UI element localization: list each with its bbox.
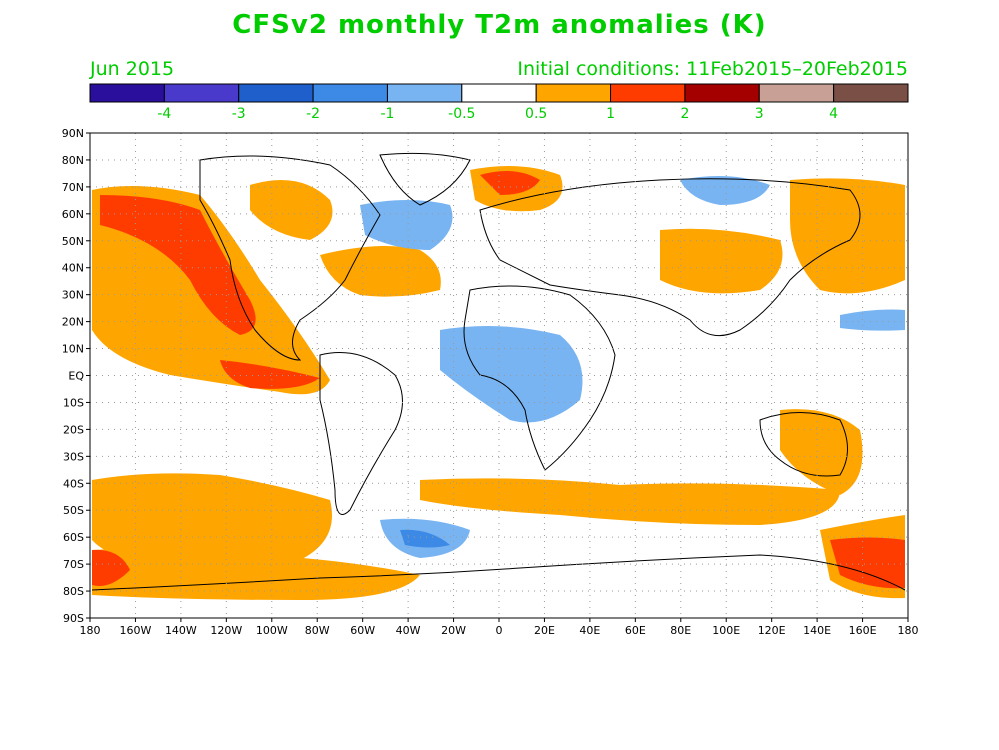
anomaly-fields bbox=[92, 166, 905, 600]
greenland-outline bbox=[379, 152, 471, 206]
colorbar-labels: -4 -3 -2 -1 -0.5 0.5 1 2 3 4 bbox=[157, 106, 838, 122]
colorbar-swatch bbox=[312, 83, 388, 103]
forecast-month: Jun 2015 bbox=[90, 58, 175, 80]
longitude-label: 160E bbox=[849, 624, 877, 637]
latitude-labels: 90N 80N 70N 60N 50N 40N 30N 20N 10N EQ 10S 20S 30S 40… bbox=[62, 127, 90, 625]
colorbar-swatch bbox=[163, 83, 240, 103]
longitude-label: 60E bbox=[625, 624, 646, 637]
longitude-label: 180 bbox=[80, 624, 101, 637]
cool-anomaly-central-pacific bbox=[840, 309, 905, 331]
colorbar-tick-label: 0.5 bbox=[525, 106, 547, 122]
colorbar-swatch bbox=[238, 83, 314, 103]
longitude-label: 120E bbox=[758, 624, 786, 637]
colorbar-swatch bbox=[461, 83, 537, 103]
longitude-label: 20E bbox=[534, 624, 555, 637]
cool-anomaly-labrador bbox=[360, 200, 453, 250]
longitude-label: 80E bbox=[670, 624, 691, 637]
colorbar-swatch bbox=[535, 83, 612, 103]
australia-outline bbox=[759, 412, 848, 477]
longitude-label: 40W bbox=[396, 624, 421, 637]
gridlines bbox=[90, 133, 908, 618]
continent-outlines bbox=[91, 152, 906, 591]
longitude-label: 120W bbox=[210, 624, 242, 637]
strong-warm-anomaly-northeast-pacific bbox=[100, 195, 256, 335]
latitude-label: 20S bbox=[63, 423, 84, 436]
colorbar-swatch bbox=[833, 83, 909, 103]
eurasia-outline bbox=[479, 178, 861, 337]
latitude-label: 50N bbox=[62, 235, 84, 248]
colorbar-tick-label: -4 bbox=[157, 106, 171, 122]
latitude-label: 40N bbox=[62, 262, 84, 275]
longitude-label: 100E bbox=[712, 624, 740, 637]
strong-warm-anomaly-ross-sea bbox=[92, 549, 130, 586]
initial-conditions: Initial conditions: 11Feb2015–20Feb2015 bbox=[517, 58, 908, 80]
colorbar-tick-label: -0.5 bbox=[448, 106, 475, 122]
colorbar-swatch bbox=[758, 83, 835, 103]
longitude-label: 100W bbox=[256, 624, 288, 637]
latitude-label: 90N bbox=[62, 127, 84, 140]
latitude-label: 90S bbox=[63, 612, 84, 625]
longitude-labels: 180 160W 140W 120W 100W 80W 60W 40W 20W 0 20E 40E 60… bbox=[80, 618, 919, 637]
colorbar-swatch bbox=[684, 83, 760, 103]
strong-warm-anomaly-eastern-pacific bbox=[220, 360, 320, 389]
colorbar-tick-label: -2 bbox=[306, 106, 320, 122]
longitude-label: 160W bbox=[120, 624, 152, 637]
latitude-label: 80S bbox=[63, 585, 84, 598]
colorbar-tick-label: 1 bbox=[606, 106, 615, 122]
warm-anomaly-southern-ocean-east bbox=[420, 478, 840, 525]
latitude-label: 50S bbox=[63, 504, 84, 517]
colorbar-swatch bbox=[386, 83, 463, 103]
warm-anomaly-australia bbox=[780, 409, 863, 495]
latitude-label: 70S bbox=[63, 558, 84, 571]
latitude-label: 60S bbox=[63, 531, 84, 544]
africa-outline bbox=[463, 285, 616, 471]
latitude-label: 40S bbox=[63, 477, 84, 490]
latitude-label: 60N bbox=[62, 208, 84, 221]
longitude-label: 80W bbox=[305, 624, 330, 637]
latitude-label: 10S bbox=[63, 396, 84, 409]
strong-warm-anomaly-antarctic-east bbox=[830, 537, 905, 589]
map-title: CFSv2 monthly T2m anomalies (K) bbox=[232, 10, 767, 40]
latitude-label: 30N bbox=[62, 289, 84, 302]
colorbar-tick-label: -1 bbox=[380, 106, 394, 122]
warm-anomaly-southern-pacific bbox=[92, 473, 332, 572]
longitude-label: 60W bbox=[350, 624, 375, 637]
colorbar-tick-label: 4 bbox=[829, 106, 838, 122]
longitude-label: 180 bbox=[898, 624, 919, 637]
latitude-label: 30S bbox=[63, 450, 84, 463]
longitude-label: 140E bbox=[803, 624, 831, 637]
map-panel: 90N 80N 70N 60N 50N 40N 30N 20N 10N EQ 10S 20S 30S 40… bbox=[62, 127, 919, 637]
warm-anomaly-north-pacific-west bbox=[790, 178, 905, 294]
longitude-label: 20W bbox=[441, 624, 466, 637]
latitude-label: EQ bbox=[68, 370, 84, 383]
latitude-label: 80N bbox=[62, 154, 84, 167]
latitude-label: 70N bbox=[62, 181, 84, 194]
colorbar bbox=[89, 83, 909, 103]
latitude-label: 10N bbox=[62, 343, 84, 356]
warm-anomaly-arctic-canada bbox=[250, 180, 333, 240]
colorbar-tick-label: -3 bbox=[232, 106, 246, 122]
warm-anomaly-north-atlantic bbox=[320, 246, 441, 297]
colorbar-tick-label: 3 bbox=[755, 106, 764, 122]
cool-anomaly-africa bbox=[440, 326, 583, 423]
cool-anomaly-antarctic-atlantic bbox=[400, 529, 450, 548]
antarctica-outline bbox=[91, 554, 906, 591]
cool-anomaly-arctic-siberia bbox=[680, 176, 770, 205]
strong-warm-anomaly-barents bbox=[480, 171, 540, 195]
longitude-label: 0 bbox=[496, 624, 503, 637]
colorbar-swatch bbox=[89, 83, 165, 103]
south-america-outline bbox=[319, 352, 403, 515]
colorbar-swatch bbox=[610, 83, 686, 103]
longitude-label: 140W bbox=[165, 624, 197, 637]
latitude-label: 20N bbox=[62, 316, 84, 329]
north-america-outline bbox=[199, 155, 381, 361]
warm-anomaly-asia bbox=[660, 228, 783, 294]
longitude-label: 40E bbox=[579, 624, 600, 637]
warm-anomaly-antarctic-pacific bbox=[92, 548, 420, 600]
colorbar-tick-label: 2 bbox=[680, 106, 689, 122]
